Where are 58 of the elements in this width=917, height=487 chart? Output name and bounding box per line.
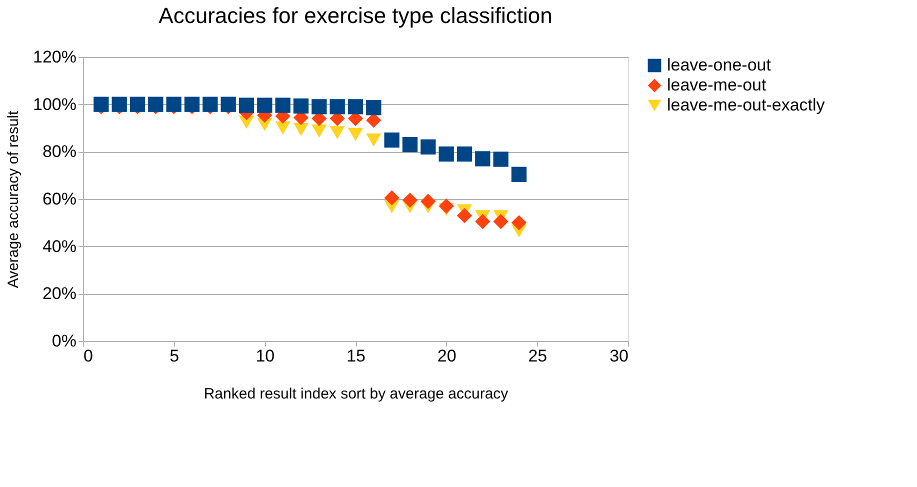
point (438, 146, 454, 162)
x-tick-label: 25 (528, 346, 548, 366)
x-axis-title: Ranked result index sort by average accuracy (204, 386, 509, 402)
point (420, 139, 436, 155)
point (166, 96, 182, 112)
point (293, 98, 309, 114)
point (384, 132, 400, 148)
y-tick-label: 80% (42, 142, 76, 162)
x-tick-label: 30 (610, 346, 628, 366)
point (366, 134, 382, 147)
x-tick-label: 0 (84, 346, 93, 366)
point (384, 190, 400, 206)
y-tick-label: 40% (42, 236, 76, 256)
point (511, 215, 527, 230)
point (238, 98, 254, 113)
y-tick-label: 0% (52, 332, 76, 350)
point (402, 192, 418, 208)
point (312, 124, 327, 138)
point (184, 96, 200, 112)
y-tick-label: 100% (33, 94, 76, 114)
point (275, 98, 290, 113)
point (220, 96, 236, 112)
x-tick-label: 10 (256, 346, 275, 366)
y-axis-title: Average accuracy of result (5, 110, 22, 288)
point (148, 96, 164, 112)
point (493, 152, 508, 167)
point (330, 126, 345, 140)
legend-label: leave-me-out-exactly (667, 96, 826, 114)
point (366, 100, 382, 116)
x-tick-label: 15 (346, 346, 366, 366)
point (94, 96, 109, 112)
point (312, 99, 327, 114)
y-tick-label: 60% (42, 190, 76, 208)
point (456, 146, 472, 162)
point (475, 214, 490, 230)
point (348, 128, 364, 141)
point (402, 136, 418, 152)
point (456, 208, 472, 224)
point (130, 96, 146, 112)
legend-label: leave-me-out (667, 76, 766, 94)
point (330, 99, 345, 114)
point (275, 121, 290, 135)
y-tick-label: 120% (33, 48, 76, 66)
point (420, 194, 436, 209)
point (493, 214, 508, 230)
point (112, 96, 127, 112)
x-tick-label: 20 (437, 346, 456, 366)
x-tick-label: 5 (170, 346, 180, 366)
chart-title: Accuracies for exercise type classifiction (158, 3, 552, 28)
point (475, 151, 490, 166)
point (293, 122, 309, 136)
point (438, 198, 454, 214)
legend-label: leave-one-out (667, 56, 772, 74)
point (257, 98, 272, 113)
point (348, 99, 364, 114)
y-tick-label: 20% (42, 284, 76, 304)
point (202, 96, 218, 112)
point (511, 166, 527, 182)
